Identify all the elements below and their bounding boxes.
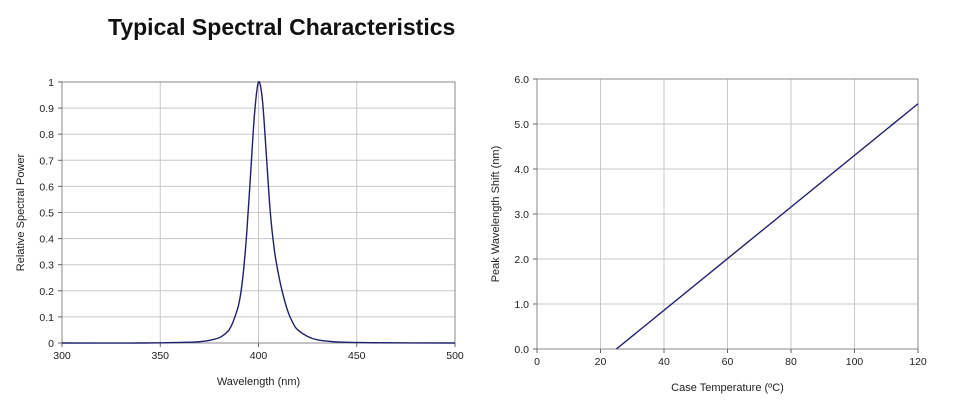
shift-xtick-label-2: 40	[658, 356, 670, 368]
spectrum-ytick-label-0: 0	[48, 338, 54, 350]
spectrum-xtick-label-3: 450	[348, 350, 366, 362]
spectrum-ytick-label-7: 0.7	[39, 155, 54, 167]
shift-ytick-label-0: 0.0	[514, 344, 529, 356]
spectrum-xtick-label-0: 300	[53, 350, 71, 362]
shift-ytick-label-1: 1.0	[514, 299, 529, 311]
shift-series-line-0	[615, 103, 919, 350]
shift-xtick-label-1: 20	[595, 356, 607, 368]
spectrum-ytick-label-10: 1	[48, 77, 54, 89]
spectrum-xtick-label-1: 350	[151, 350, 169, 362]
shift-ytick-label-4: 4.0	[514, 164, 529, 176]
spectrum-y-axis-label: Relative Spectral Power	[15, 153, 27, 271]
spectrum-xtick-label-2: 400	[250, 350, 268, 362]
shift-xtick-label-6: 120	[909, 356, 927, 368]
shift-xtick-label-0: 0	[534, 356, 540, 368]
shift-ytick-label-6: 6.0	[514, 74, 529, 86]
page-title: Typical Spectral Characteristics	[108, 14, 456, 40]
spectrum-x-axis-label: Wavelength (nm)	[217, 376, 300, 388]
shift-x-axis-label: Case Temperature (ºC)	[671, 382, 784, 394]
shift-y-axis-label: Peak Wavelength Shift (nm)	[490, 146, 502, 283]
spectrum-series-line-0	[61, 80, 456, 344]
spectrum-ytick-label-5: 0.5	[39, 208, 54, 220]
shift-ytick-label-5: 5.0	[514, 119, 529, 131]
spectrum-ytick-label-3: 0.3	[39, 260, 54, 272]
shift-ytick-label-3: 3.0	[514, 209, 529, 221]
spectrum-ytick-label-9: 0.9	[39, 103, 54, 115]
shift-ytick-label-2: 2.0	[514, 254, 529, 266]
spectrum-ytick-label-2: 0.2	[39, 286, 54, 298]
spectrum-ytick-label-8: 0.8	[39, 129, 54, 141]
spectrum-ytick-label-4: 0.4	[39, 234, 54, 246]
shift-xtick-label-3: 60	[722, 356, 734, 368]
spectrum-xtick-label-4: 500	[446, 350, 464, 362]
shift-xtick-label-4: 80	[785, 356, 797, 368]
spectrum-ytick-label-6: 0.6	[39, 181, 54, 193]
shift-xtick-label-5: 100	[846, 356, 864, 368]
spectrum-ytick-label-1: 0.1	[39, 312, 54, 324]
